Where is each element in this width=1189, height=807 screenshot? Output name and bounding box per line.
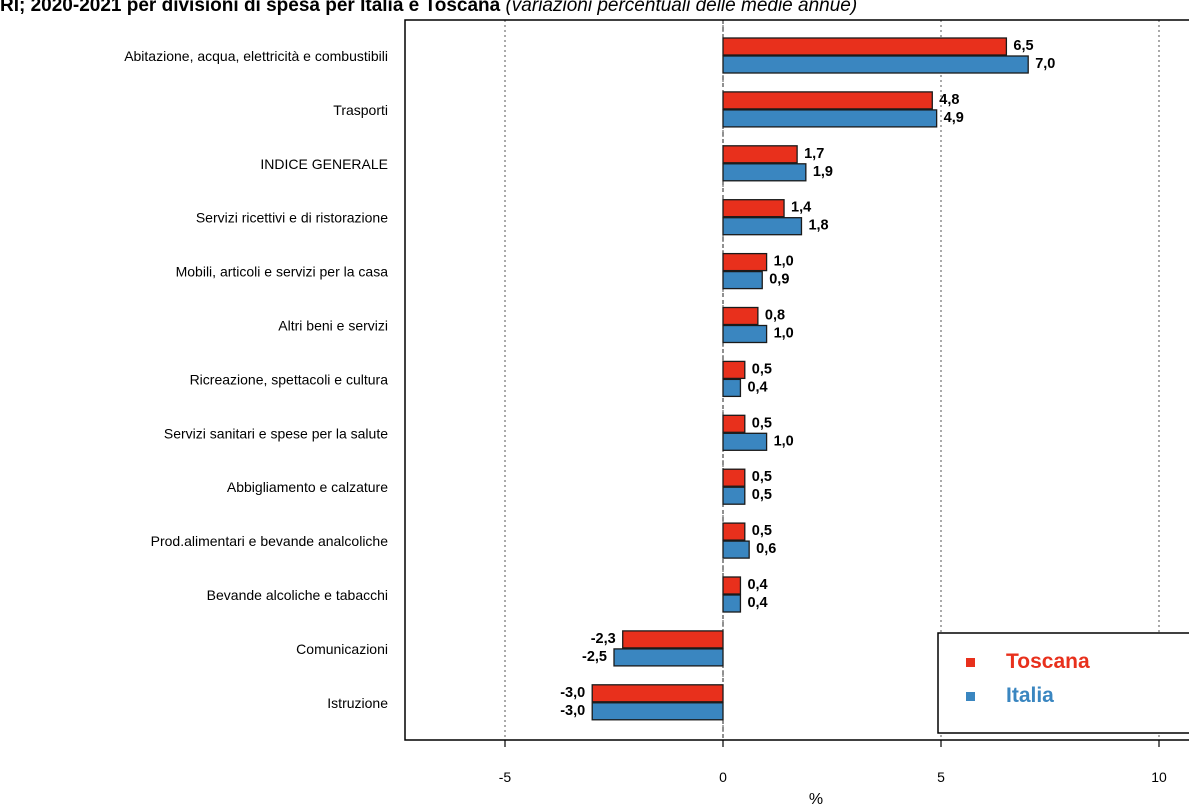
chart-title-main: RI; 2020-2021 per divisioni di spesa per…	[0, 0, 501, 16]
x-axis: -5 0 5 10	[499, 740, 1167, 785]
value-label-toscana: 4,8	[939, 92, 959, 108]
bar-italia	[722, 378, 742, 398]
bar-toscana	[722, 522, 746, 541]
category-label: Mobili, articoli e servizi per la casa	[176, 264, 389, 280]
bar-italia	[722, 324, 768, 344]
category-label: Abitazione, acqua, elettricità e combust…	[124, 48, 388, 64]
plot-border	[404, 19, 1189, 741]
plot-frame	[404, 19, 1189, 741]
value-label-italia: 7,0	[1035, 56, 1055, 72]
bar-toscana	[722, 576, 742, 595]
bar-italia	[591, 702, 724, 721]
bar-italia	[722, 486, 746, 505]
value-label-toscana: 6,5	[1013, 38, 1033, 54]
value-label-italia: 0,9	[769, 272, 789, 288]
value-label-italia: 4,9	[944, 110, 964, 126]
bar-toscana	[722, 91, 933, 110]
bars	[591, 37, 1029, 721]
category-label: Altri beni e servizi	[278, 318, 388, 334]
bar-italia	[613, 648, 724, 667]
category-label: Trasporti	[333, 102, 388, 118]
bar-toscana	[722, 306, 759, 326]
value-label-italia: 1,0	[774, 433, 794, 449]
bar-toscana	[722, 360, 746, 380]
bar-toscana	[722, 468, 746, 487]
x-axis-title: %	[809, 791, 823, 807]
bar-toscana	[722, 252, 768, 272]
category-label: Ricreazione, spettacoli e cultura	[190, 371, 389, 387]
value-label-toscana: 0,8	[765, 308, 785, 324]
bar-italia	[722, 109, 938, 128]
category-label: Comunicazioni	[296, 641, 388, 657]
value-label-italia: 1,8	[808, 218, 828, 234]
x-tick-label: 10	[1151, 769, 1167, 785]
value-label-italia: -2,5	[582, 649, 607, 665]
bar-italia	[722, 540, 750, 559]
category-label: Servizi sanitari e spese per la salute	[164, 425, 388, 441]
legend-label-italia: Italia	[1006, 684, 1054, 707]
value-label-toscana: -2,3	[591, 631, 616, 647]
category-label: Abbigliamento e calzature	[227, 479, 388, 495]
bar-italia	[722, 217, 803, 236]
category-labels: Abitazione, acqua, elettricità e combust…	[124, 48, 388, 711]
value-label-toscana: -3,0	[560, 685, 585, 701]
value-label-italia: 0,4	[747, 595, 767, 611]
x-tick-label: -5	[499, 769, 512, 785]
value-label-toscana: 0,5	[752, 523, 772, 539]
bar-toscana	[591, 684, 724, 703]
value-label-toscana: 1,7	[804, 146, 824, 162]
category-label: Istruzione	[327, 695, 388, 711]
bar-italia	[722, 270, 763, 290]
bar-italia	[722, 55, 1029, 74]
x-tick-label: 0	[719, 769, 727, 785]
value-label-toscana: 0,5	[752, 361, 772, 377]
legend: Toscana Italia	[937, 632, 1189, 734]
value-labels: 6,57,04,84,91,71,91,41,81,00,90,81,00,50…	[560, 38, 1055, 719]
x-tick-label: 5	[937, 769, 945, 785]
bar-toscana	[722, 199, 785, 218]
legend-swatch-italia	[966, 692, 975, 701]
value-label-toscana: 0,5	[752, 415, 772, 431]
legend-swatch-toscana	[966, 658, 975, 667]
bar-italia	[722, 594, 742, 613]
bar-toscana	[722, 37, 1008, 56]
bar-italia	[722, 163, 807, 182]
bar-toscana	[622, 630, 724, 649]
category-label: Bevande alcoliche e tabacchi	[207, 587, 388, 603]
category-label: Prod.alimentari e bevande analcoliche	[151, 533, 389, 549]
value-label-italia: 0,4	[747, 379, 767, 395]
value-label-toscana: 1,0	[774, 254, 794, 270]
legend-label-toscana: Toscana	[1006, 650, 1090, 673]
chart-title: RI; 2020-2021 per divisioni di spesa per…	[0, 0, 1189, 25]
value-label-italia: 1,0	[774, 326, 794, 342]
category-label: INDICE GENERALE	[260, 156, 388, 172]
value-label-italia: 0,6	[756, 541, 776, 557]
value-label-italia: 0,5	[752, 487, 772, 503]
legend-box	[937, 632, 1189, 734]
bar-italia	[722, 432, 768, 451]
value-label-italia: -3,0	[560, 703, 585, 719]
category-label: Servizi ricettivi e di ristorazione	[196, 210, 388, 226]
value-label-toscana: 0,5	[752, 469, 772, 485]
value-label-toscana: 1,4	[791, 200, 811, 216]
bar-toscana	[722, 414, 746, 433]
chart-title-note: (variazioni percentuali delle medie annu…	[505, 0, 858, 16]
value-label-toscana: 0,4	[747, 577, 767, 593]
bar-toscana	[722, 145, 798, 164]
value-label-italia: 1,9	[813, 164, 833, 180]
